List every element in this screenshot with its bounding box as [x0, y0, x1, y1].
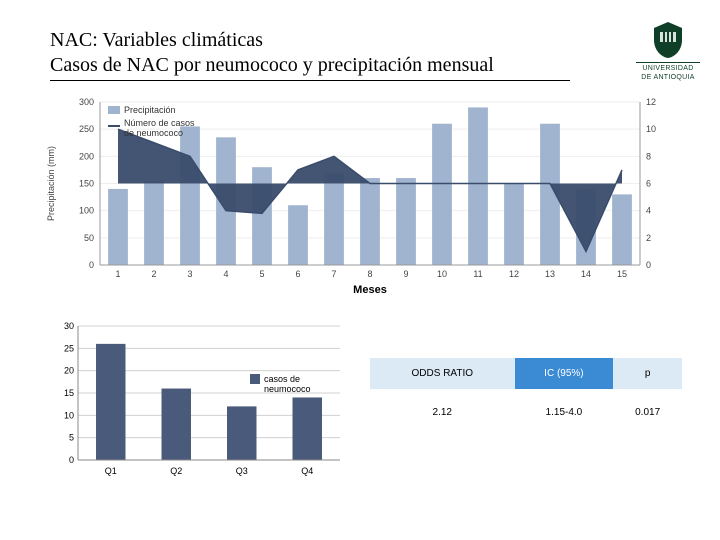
p-header: p: [613, 358, 682, 389]
quarter-bar: [96, 344, 125, 460]
institution-logo: UNIVERSIDAD DE ANTIOQUIA: [636, 20, 700, 82]
precip-bar: [180, 126, 200, 265]
svg-text:6: 6: [295, 269, 300, 279]
precip-bar: [252, 167, 272, 265]
odds-ratio-table: ODDS RATIO IC (95%) p 2.12 1.15-4.0 0.01…: [370, 358, 682, 436]
svg-text:Meses: Meses: [353, 284, 387, 296]
quarterly-bar-chart: 0 5 10 15 20 25 30 Q1 Q2 Q3 Q4 casos deneumococo: [50, 320, 350, 480]
odds-ratio-value: 2.12: [370, 389, 515, 436]
svg-text:7: 7: [331, 269, 336, 279]
svg-text:15: 15: [617, 269, 627, 279]
svg-text:12: 12: [509, 269, 519, 279]
logo-text-1: UNIVERSIDAD: [636, 65, 700, 72]
svg-text:2: 2: [646, 233, 651, 243]
odds-ratio-header: ODDS RATIO: [370, 358, 515, 389]
svg-text:50: 50: [84, 233, 94, 243]
p-value: 0.017: [613, 389, 682, 436]
svg-text:10: 10: [437, 269, 447, 279]
svg-text:Q2: Q2: [170, 466, 182, 476]
svg-text:de neumococo: de neumococo: [124, 128, 183, 138]
ic95-value: 1.15-4.0: [515, 389, 614, 436]
svg-text:5: 5: [69, 433, 74, 443]
svg-text:3: 3: [187, 269, 192, 279]
svg-text:0: 0: [69, 455, 74, 465]
svg-text:9: 9: [403, 269, 408, 279]
svg-text:6: 6: [646, 179, 651, 189]
precip-bar: [468, 107, 488, 265]
svg-text:300: 300: [79, 97, 94, 107]
svg-text:100: 100: [79, 206, 94, 216]
precip-bar: [324, 173, 344, 265]
svg-text:Q4: Q4: [301, 466, 313, 476]
svg-text:4: 4: [223, 269, 228, 279]
quarter-bar: [293, 397, 322, 460]
svg-text:Precipitación: Precipitación: [124, 105, 176, 115]
precip-bar: [288, 205, 308, 265]
svg-text:30: 30: [64, 321, 74, 331]
svg-text:1: 1: [115, 269, 120, 279]
svg-text:20: 20: [64, 366, 74, 376]
svg-text:200: 200: [79, 151, 94, 161]
svg-text:casos de: casos de: [264, 374, 300, 384]
svg-text:250: 250: [79, 124, 94, 134]
svg-text:8: 8: [646, 151, 651, 161]
shield-icon: [648, 20, 688, 60]
svg-text:0: 0: [89, 260, 94, 270]
quarter-bar: [227, 406, 256, 460]
ic95-header: IC (95%): [515, 358, 614, 389]
svg-text:Precipitación (mm): Precipitación (mm): [46, 146, 56, 221]
svg-text:5: 5: [259, 269, 264, 279]
svg-text:13: 13: [545, 269, 555, 279]
precip-bar: [504, 184, 524, 266]
precipitation-combo-chart: 050100150200250300024681012Precipitación…: [40, 90, 680, 300]
svg-text:10: 10: [646, 124, 656, 134]
svg-text:Q1: Q1: [105, 466, 117, 476]
quarter-bar: [162, 389, 191, 460]
precip-bar: [108, 189, 128, 265]
svg-text:0: 0: [646, 260, 651, 270]
svg-text:11: 11: [473, 269, 482, 279]
title-line-1: NAC: Variables climáticas: [50, 29, 263, 51]
precip-bar: [396, 178, 416, 265]
svg-text:25: 25: [64, 343, 74, 353]
svg-text:15: 15: [64, 388, 74, 398]
table-row: 2.12 1.15-4.0 0.017: [370, 389, 682, 436]
svg-text:2: 2: [151, 269, 156, 279]
precip-bar: [612, 194, 632, 265]
svg-text:Número de casos: Número de casos: [124, 118, 195, 128]
precip-bar: [432, 124, 452, 265]
svg-text:neumococo: neumococo: [264, 384, 311, 394]
svg-text:10: 10: [64, 410, 74, 420]
svg-text:12: 12: [646, 97, 656, 107]
precip-bar: [360, 178, 380, 265]
svg-text:4: 4: [646, 206, 651, 216]
svg-text:Q3: Q3: [236, 466, 248, 476]
svg-text:14: 14: [581, 269, 591, 279]
logo-text-2: DE ANTIOQUIA: [636, 74, 700, 81]
precip-bar: [144, 181, 164, 265]
svg-text:8: 8: [367, 269, 372, 279]
title-line-2: Casos de NAC por neumococo y precipitaci…: [50, 54, 494, 76]
svg-text:150: 150: [79, 179, 94, 189]
page-title: NAC: Variables climáticas Casos de NAC p…: [50, 28, 570, 81]
